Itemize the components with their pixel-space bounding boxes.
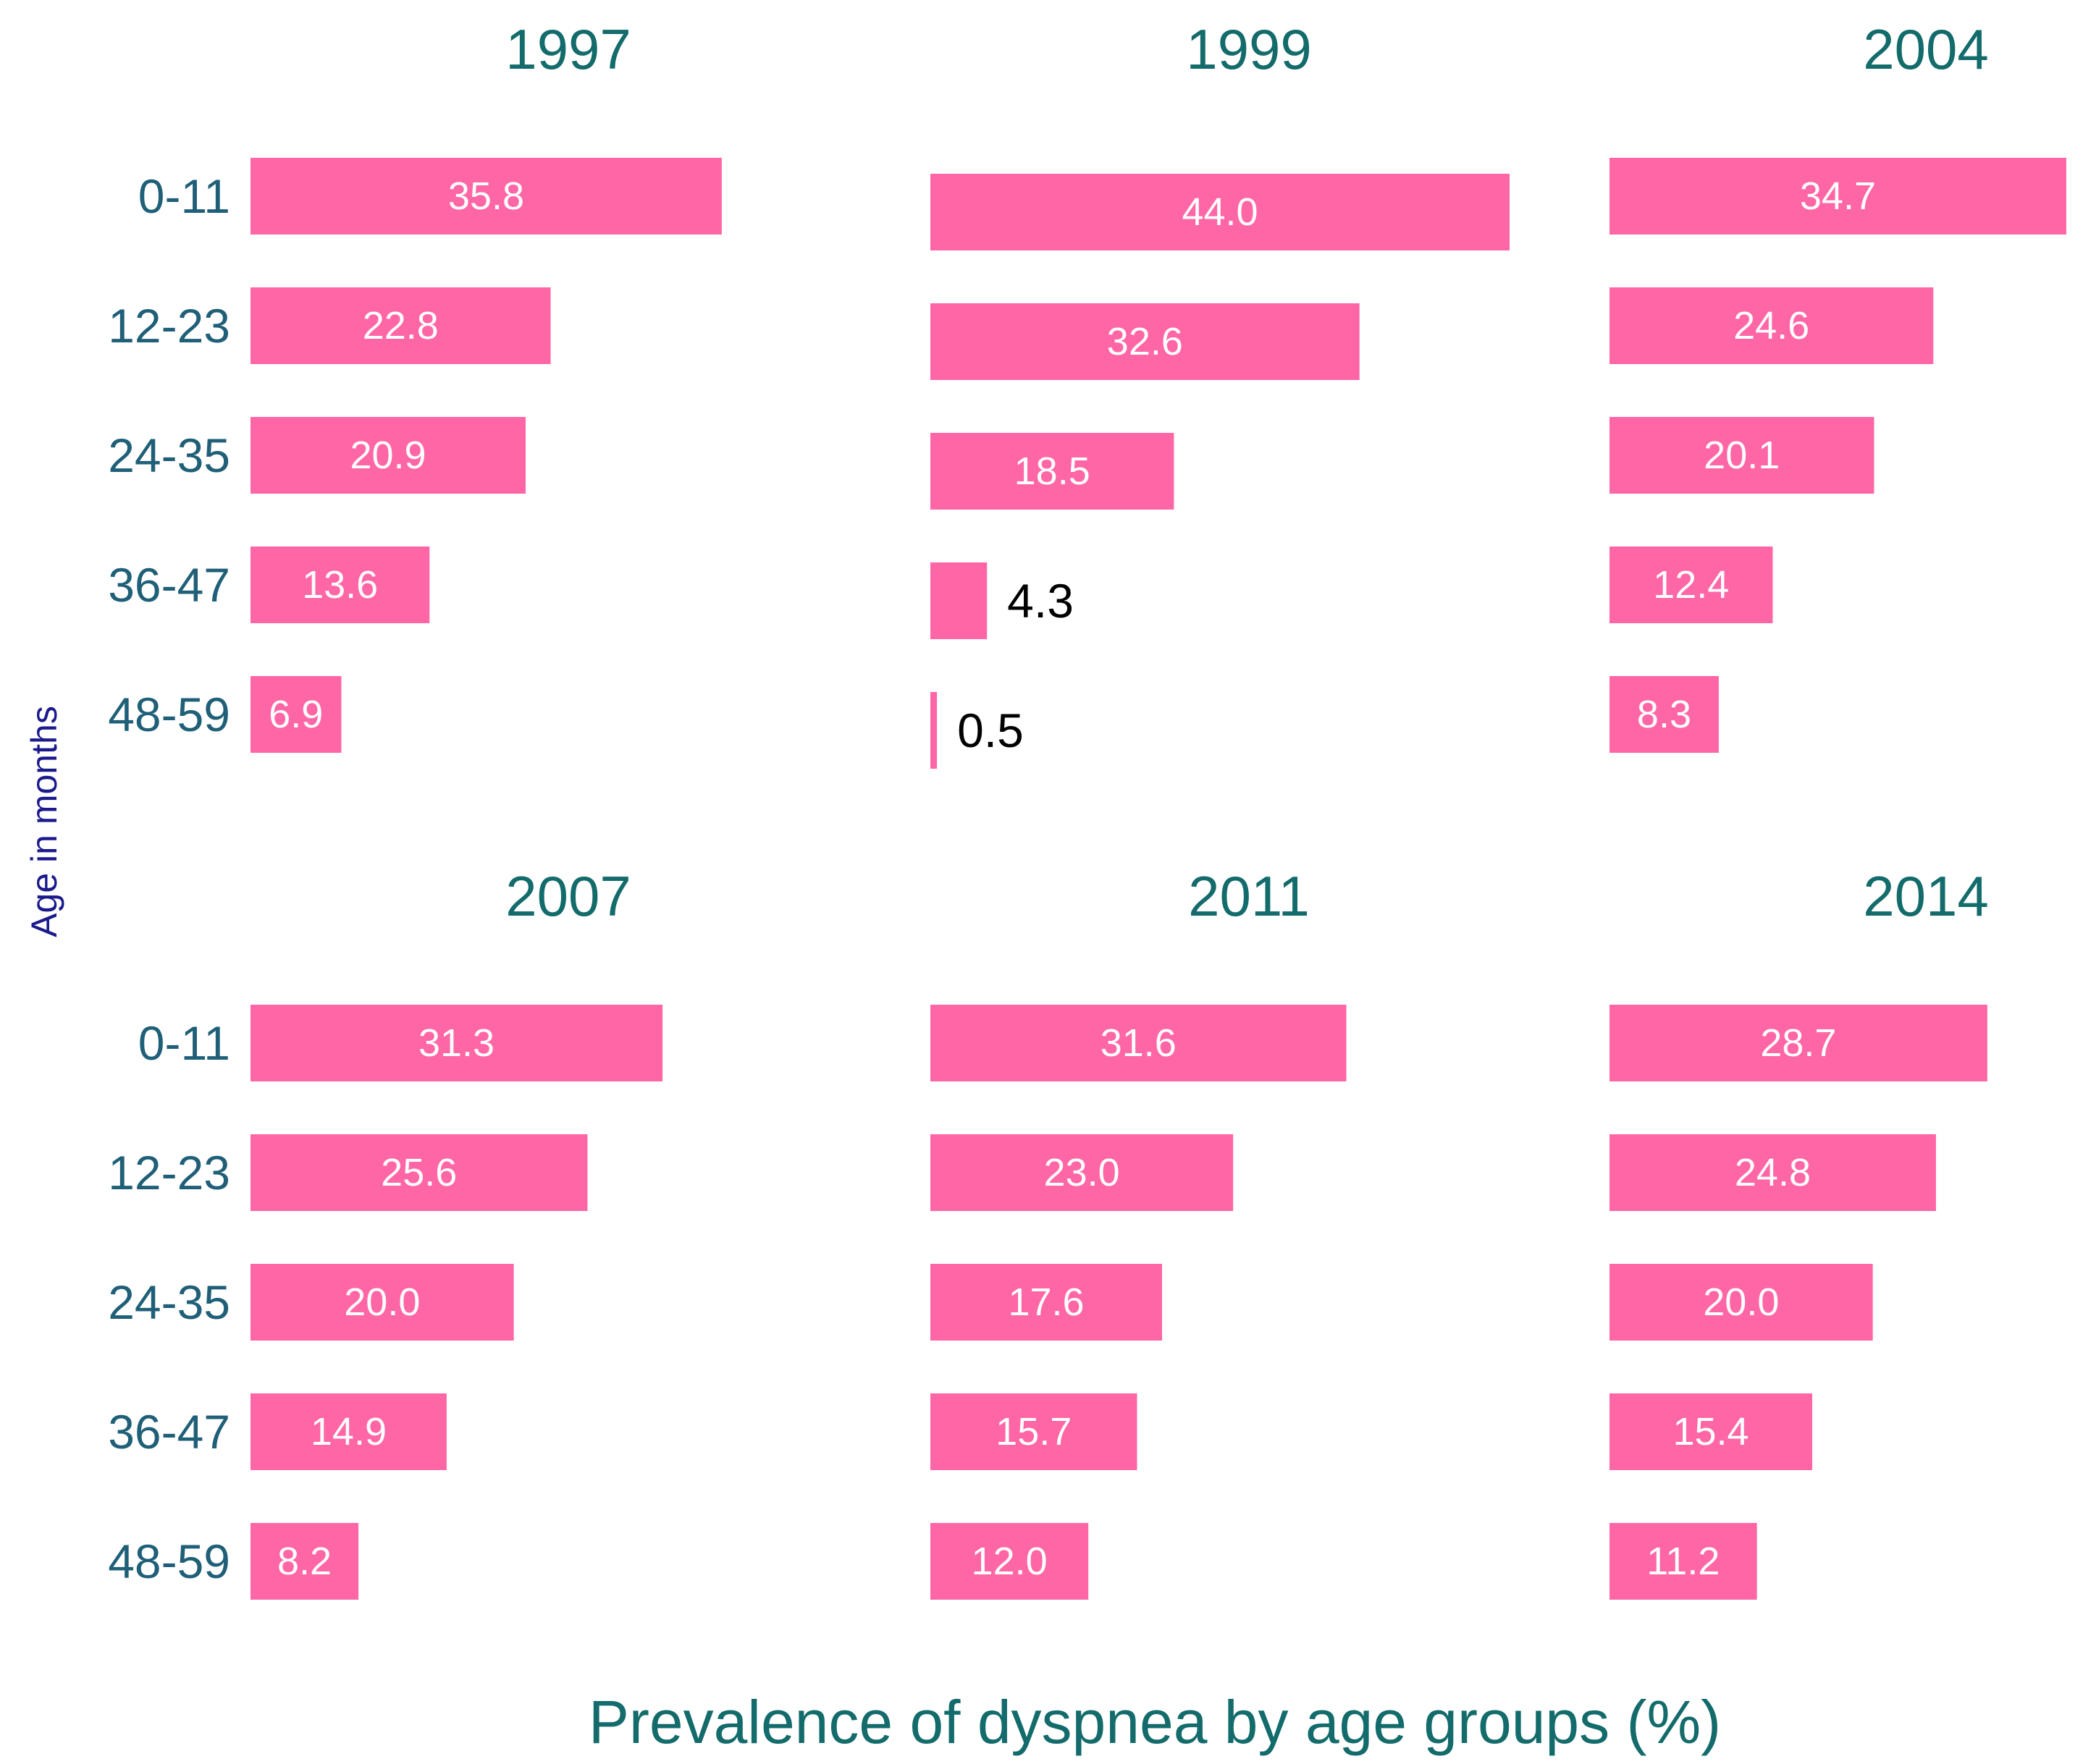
data-label: 8.3: [1637, 693, 1691, 736]
data-label: 31.3: [418, 1021, 495, 1065]
category-label: 0-11: [138, 1016, 230, 1070]
bar-1999-48-59: [930, 692, 938, 769]
panel-title: 2014: [1863, 864, 1989, 928]
bar-1997-36-47: [251, 546, 430, 623]
category-label: 24-35: [108, 429, 230, 482]
bar-2007-24-35: [251, 1264, 514, 1341]
panel-1999: 1999 44.0 32.6 18.5 4.3 0.5: [930, 17, 1510, 769]
category-label: 36-47: [108, 558, 230, 612]
data-label: 0.5: [957, 704, 1024, 757]
category-label: 48-59: [108, 1535, 230, 1588]
data-label: 22.8: [363, 304, 439, 347]
data-label: 6.9: [269, 693, 323, 736]
data-label: 44.0: [1182, 190, 1258, 234]
bar-1999-36-47: [930, 562, 988, 639]
panel-2007: 2007 0-11 31.3 12-23 25.6 24-35 20.0 36-47 14.9 4…: [108, 864, 663, 1600]
data-label: 35.8: [448, 174, 524, 218]
panel-title: 1999: [1186, 17, 1312, 81]
category-label: 0-11: [138, 169, 230, 223]
data-label: 17.6: [1008, 1280, 1084, 1324]
panel-title: 2011: [1188, 864, 1310, 928]
bar-2014-12-23: [1609, 1134, 1936, 1211]
bar-2011-48-59: [930, 1523, 1089, 1600]
bar-2004-24-35: [1609, 417, 1874, 494]
data-label: 20.1: [1704, 434, 1780, 477]
data-label: 4.3: [1007, 574, 1074, 628]
data-label: 13.6: [302, 563, 378, 607]
bar-2014-36-47: [1609, 1393, 1812, 1470]
data-label: 31.6: [1101, 1021, 1177, 1065]
data-label: 24.6: [1733, 304, 1809, 347]
data-label: 20.9: [350, 434, 426, 477]
x-axis-label: Prevalence of dyspnea by age groups (%): [589, 1688, 1721, 1756]
bar-2004-48-59: [1609, 676, 1719, 753]
data-label: 8.2: [277, 1540, 332, 1583]
bar-2011-36-47: [930, 1393, 1137, 1470]
data-label: 12.4: [1653, 563, 1729, 607]
data-label: 12.0: [972, 1540, 1048, 1583]
bar-2004-36-47: [1609, 546, 1773, 623]
data-label: 32.6: [1107, 320, 1183, 363]
bar-2004-12-23: [1609, 287, 1934, 364]
bar-1999-12-23: [930, 303, 1360, 380]
data-label: 15.7: [996, 1410, 1072, 1453]
category-label: 36-47: [108, 1405, 230, 1459]
bar-2014-0-11: [1609, 1005, 1987, 1081]
bar-2014-48-59: [1609, 1523, 1757, 1600]
data-label: 14.9: [311, 1410, 387, 1453]
bar-2011-24-35: [930, 1264, 1162, 1341]
data-label: 18.5: [1014, 450, 1090, 493]
bar-1997-48-59: [251, 676, 342, 753]
bar-2007-12-23: [251, 1134, 588, 1211]
bar-1999-0-11: [930, 174, 1510, 250]
panel-1997: 1997 0-11 35.8 12-23 22.8 24-35 20.9 36-47 13.6 4…: [108, 17, 722, 753]
data-label: 20.0: [344, 1280, 420, 1324]
data-label: 25.6: [381, 1151, 457, 1194]
category-label: 12-23: [108, 299, 230, 353]
data-label: 23.0: [1044, 1151, 1120, 1194]
bar-1997-12-23: [251, 287, 551, 364]
data-label: 20.0: [1703, 1280, 1779, 1324]
category-label: 24-35: [108, 1275, 230, 1329]
data-label: 24.8: [1735, 1151, 1811, 1194]
bar-2007-0-11: [251, 1005, 663, 1081]
bar-1997-24-35: [251, 417, 526, 494]
panel-2014: 2014 28.7 24.8 20.0 15.4 11.2: [1609, 864, 1989, 1600]
panel-title: 2004: [1863, 17, 1989, 81]
bar-2011-0-11: [930, 1005, 1347, 1081]
data-label: 34.7: [1800, 174, 1876, 218]
bar-2014-24-35: [1609, 1264, 1873, 1341]
category-label: 12-23: [108, 1146, 230, 1199]
data-label: 15.4: [1672, 1410, 1749, 1453]
panel-title: 2007: [505, 864, 631, 928]
bar-2011-12-23: [930, 1134, 1234, 1211]
bar-1997-0-11: [251, 158, 722, 235]
data-label: 28.7: [1760, 1021, 1836, 1065]
bar-2007-48-59: [251, 1523, 359, 1600]
panel-title: 1997: [505, 17, 631, 81]
panel-2004: 2004 34.7 24.6 20.1 12.4 8.3: [1609, 17, 2066, 753]
panel-2011: 2011 31.6 23.0 17.6 15.7 12.0: [930, 864, 1347, 1600]
bar-2007-36-47: [251, 1393, 447, 1470]
y-axis-label: Age in months: [24, 706, 64, 937]
data-label: 11.2: [1646, 1540, 1720, 1583]
chart-panels: 1997 0-11 35.8 12-23 22.8 24-35 20.9 36-47 13.6 4…: [108, 17, 2066, 1600]
bar-2004-0-11: [1609, 158, 2066, 235]
category-label: 48-59: [108, 688, 230, 741]
bar-1999-24-35: [930, 433, 1174, 510]
